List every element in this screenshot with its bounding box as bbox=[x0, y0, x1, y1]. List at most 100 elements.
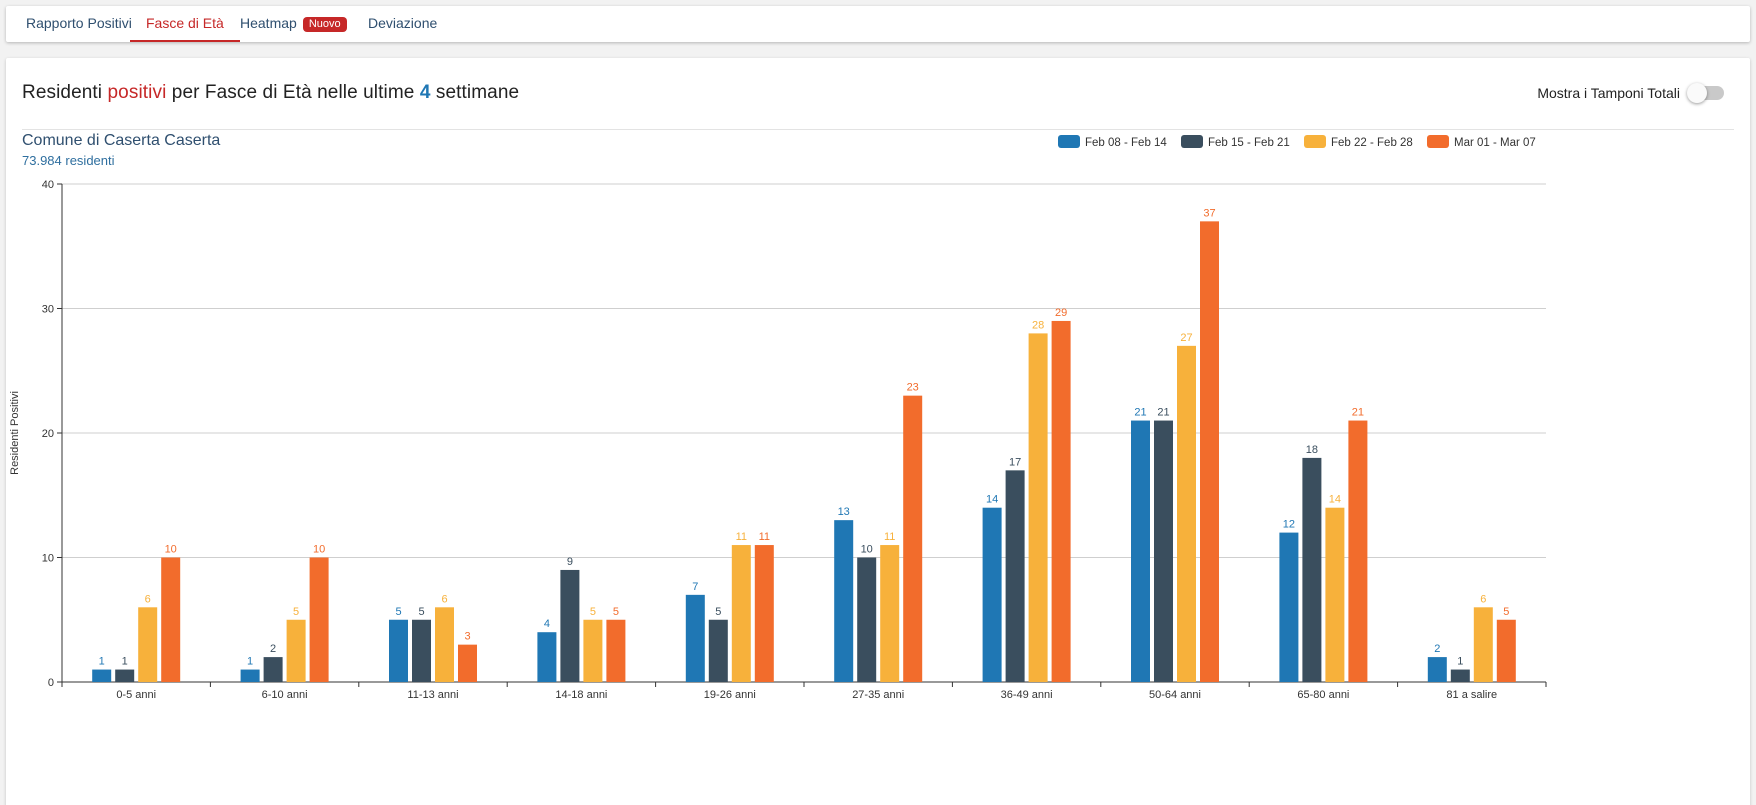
data-label: 9 bbox=[567, 556, 573, 568]
bar bbox=[1005, 470, 1025, 682]
bar bbox=[1348, 420, 1368, 682]
x-tick-label: 0-5 anni bbox=[116, 689, 156, 701]
bar bbox=[138, 607, 158, 682]
bar bbox=[1200, 221, 1219, 682]
data-label: 5 bbox=[715, 606, 721, 618]
x-tick-label: 6-10 anni bbox=[262, 689, 308, 701]
bar bbox=[857, 557, 877, 682]
data-label: 2 bbox=[270, 643, 276, 655]
data-label: 3 bbox=[464, 631, 470, 643]
x-tick-label: 65-80 anni bbox=[1297, 689, 1349, 701]
data-label: 21 bbox=[1157, 407, 1169, 419]
bar bbox=[458, 644, 477, 682]
bar bbox=[1051, 320, 1071, 682]
chart-subtitle-residents: 73.984 residenti bbox=[22, 153, 115, 168]
legend-swatch bbox=[1058, 135, 1080, 148]
bar bbox=[880, 545, 900, 682]
title-part1: Residenti bbox=[22, 82, 103, 103]
bar bbox=[263, 657, 283, 682]
bar bbox=[1325, 507, 1345, 682]
legend-swatch bbox=[1304, 135, 1326, 148]
bar bbox=[412, 619, 431, 682]
data-label: 23 bbox=[907, 382, 919, 394]
bar bbox=[389, 619, 408, 682]
bar bbox=[606, 619, 626, 682]
data-label: 5 bbox=[395, 606, 401, 618]
x-tick-label: 81 a salire bbox=[1446, 689, 1497, 701]
bar bbox=[1279, 532, 1299, 682]
tab-fasce-di-eta[interactable]: Fasce di Età bbox=[130, 6, 240, 42]
bar bbox=[1496, 619, 1516, 682]
data-label: 6 bbox=[145, 593, 151, 605]
legend-label: Feb 22 - Feb 28 bbox=[1331, 137, 1413, 149]
bar bbox=[1473, 607, 1493, 682]
title-highlight: positivi bbox=[107, 82, 167, 103]
tab-heatmap-label: Heatmap bbox=[240, 15, 297, 31]
toggle-label: Mostra i Tamponi Totali bbox=[1537, 85, 1680, 101]
legend-swatch bbox=[1181, 135, 1203, 148]
x-tick-label: 50-64 anni bbox=[1149, 689, 1201, 701]
title-part2: per Fasce di Età nelle ultime bbox=[171, 82, 415, 103]
legend-label: Mar 01 - Mar 07 bbox=[1454, 137, 1536, 149]
y-tick-label: 30 bbox=[42, 304, 54, 316]
data-label: 14 bbox=[1329, 494, 1341, 506]
data-label: 18 bbox=[1306, 444, 1318, 456]
tamponi-totali-toggle[interactable] bbox=[1687, 83, 1724, 103]
y-tick-label: 10 bbox=[42, 553, 54, 565]
data-label: 29 bbox=[1055, 307, 1067, 319]
tab-deviazione[interactable]: Deviazione bbox=[368, 15, 438, 31]
bar bbox=[708, 619, 728, 682]
data-label: 1 bbox=[247, 656, 253, 668]
x-tick-label: 27-35 anni bbox=[852, 689, 904, 701]
data-label: 10 bbox=[165, 544, 177, 556]
data-label: 5 bbox=[418, 606, 424, 618]
data-label: 5 bbox=[293, 606, 299, 618]
bar bbox=[537, 632, 557, 682]
bar bbox=[754, 545, 774, 682]
data-label: 12 bbox=[1283, 519, 1295, 531]
data-label: 4 bbox=[544, 618, 550, 630]
bar bbox=[240, 669, 260, 682]
toggle-container: Mostra i Tamponi Totali bbox=[1524, 82, 1724, 104]
tab-heatmap[interactable]: Heatmap Nuovo bbox=[224, 6, 363, 42]
data-label: 5 bbox=[1503, 606, 1509, 618]
bar bbox=[1450, 669, 1470, 682]
data-label: 10 bbox=[861, 544, 873, 556]
tab-bar: Rapporto Positivi Fasce di Età Heatmap Nu… bbox=[6, 6, 1750, 42]
bar-chart: Comune di Caserta Caserta 73.984 resident… bbox=[9, 132, 1547, 701]
bar bbox=[1154, 420, 1173, 682]
data-label: 21 bbox=[1352, 407, 1364, 419]
toggle-knob bbox=[1687, 83, 1707, 103]
data-label: 5 bbox=[613, 606, 619, 618]
bar bbox=[1131, 420, 1150, 682]
legend-label: Feb 08 - Feb 14 bbox=[1085, 137, 1167, 149]
x-tick-label: 14-18 anni bbox=[555, 689, 607, 701]
data-label: 1 bbox=[122, 656, 128, 668]
data-label: 21 bbox=[1134, 407, 1146, 419]
bar bbox=[161, 557, 181, 682]
data-label: 13 bbox=[838, 506, 850, 518]
data-label: 6 bbox=[1480, 593, 1486, 605]
bar bbox=[834, 520, 854, 682]
data-label: 7 bbox=[692, 581, 698, 593]
bar bbox=[685, 594, 705, 682]
bar bbox=[982, 507, 1002, 682]
bar bbox=[115, 669, 135, 682]
tab-rapporto-positivi[interactable]: Rapporto Positivi bbox=[26, 15, 132, 31]
y-axis-label: Residenti Positivi bbox=[9, 391, 21, 475]
data-label: 1 bbox=[1457, 656, 1463, 668]
data-label: 28 bbox=[1032, 319, 1044, 331]
y-tick-label: 20 bbox=[42, 428, 54, 440]
legend-swatch bbox=[1427, 135, 1449, 148]
title-part3: settimane bbox=[435, 82, 520, 103]
data-label: 1 bbox=[99, 656, 105, 668]
data-label: 37 bbox=[1203, 207, 1215, 219]
data-label: 17 bbox=[1009, 456, 1021, 468]
data-label: 27 bbox=[1180, 332, 1192, 344]
bar bbox=[435, 607, 454, 682]
bar bbox=[92, 669, 112, 682]
divider bbox=[22, 129, 1734, 130]
title-weeks: 4 bbox=[419, 82, 431, 103]
bar bbox=[583, 619, 603, 682]
bar bbox=[903, 395, 923, 682]
